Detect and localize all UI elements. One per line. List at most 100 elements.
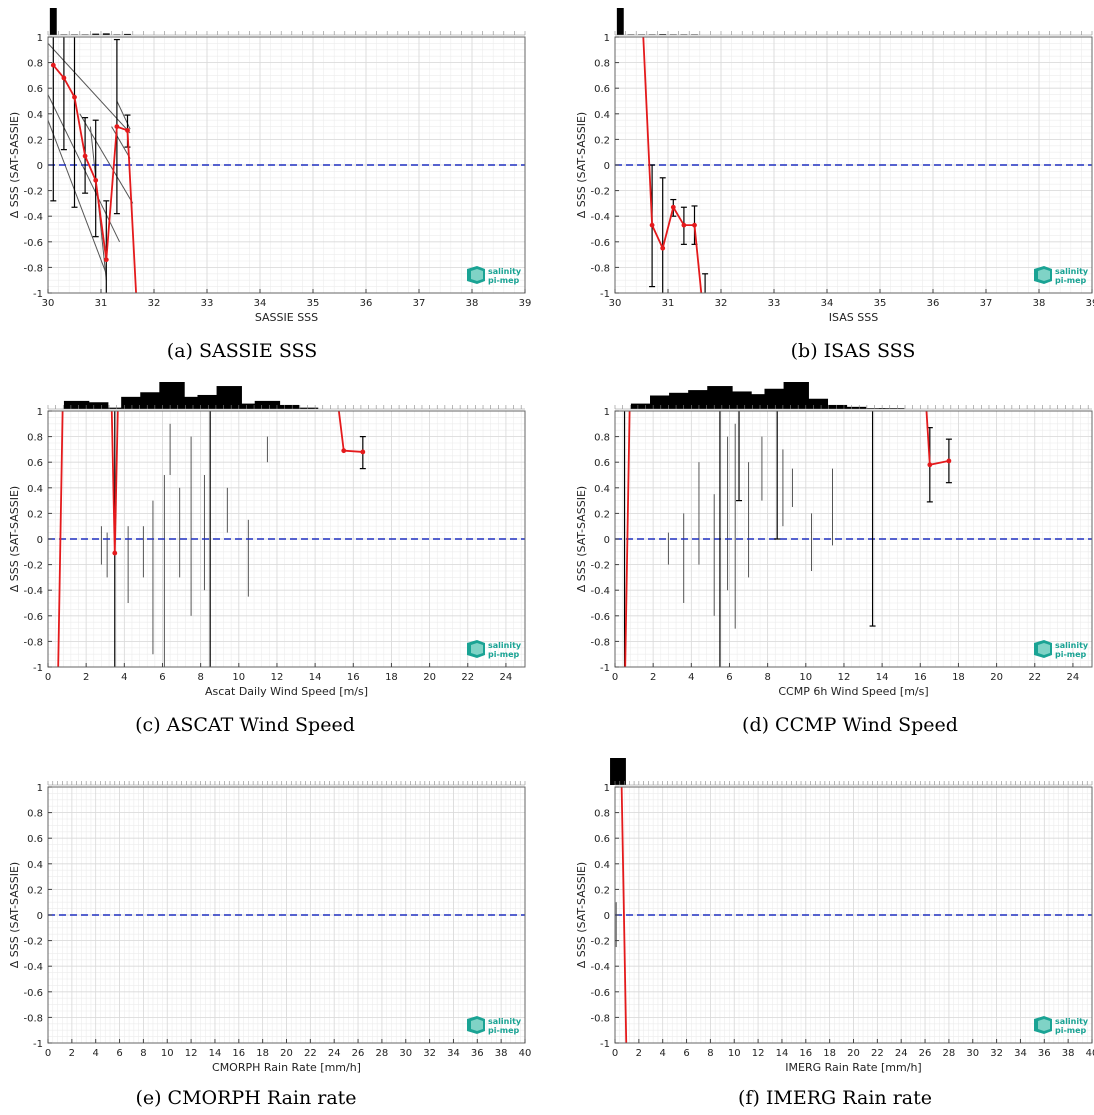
x-tick-label: 38 (466, 298, 479, 309)
mean-point (72, 94, 77, 100)
chart-panel-e: 0 2 4 6 8 10 12 14 16 18 20 22 24 26 28 30 32 34 36 38 40-1-… (8, 781, 531, 1109)
x-tick-label: 2 (650, 672, 656, 683)
chart-panel-d: 0 2 4 6 8 10 12 14 16 18 20 22 24-1-0.8-0.6-0.4-0.20… (575, 370, 1093, 736)
y-tick-label: 0 (604, 911, 610, 922)
y-tick-label: 0.8 (27, 59, 43, 70)
histogram-bar (92, 33, 100, 35)
x-tick-label: 40 (519, 1048, 532, 1059)
x-axis-label: ISAS SSS (829, 311, 878, 324)
histogram-bar (802, 398, 829, 409)
logo-icon-inner (1038, 1019, 1050, 1031)
y-axis-label: Δ SSS (SAT-SASSIE) (8, 486, 21, 592)
y-tick-label: 1 (37, 33, 43, 44)
mean-point (112, 550, 118, 556)
mean-point (116, 370, 121, 375)
x-tick-label: 22 (461, 672, 474, 683)
y-tick-label: -1 (33, 289, 43, 300)
histogram-bar (102, 33, 110, 35)
chart-panel-a: 30 31 32 33 34 35 36 37 38 39 -1 -0.8 -0.6 -0.4 -0.2 0 0… (8, 8, 531, 362)
logo-text-pimep: pi-mep (1055, 276, 1087, 285)
y-tick-label: -0.8 (23, 263, 43, 274)
x-tick-label: 2 (636, 1048, 642, 1059)
mean-point (341, 448, 347, 454)
y-axis: -1 -0.8 -0.6 -0.4 -0.2 0 0.2 0.4 0.6 0.8 1 (590, 783, 619, 1050)
y-tick-label: 0.4 (594, 860, 610, 871)
logo-icon-inner (1038, 643, 1050, 655)
histogram-bar (650, 395, 676, 409)
histogram-bar (273, 404, 300, 409)
y-tick-label: 0.4 (27, 860, 43, 871)
logo-icon-inner (471, 1019, 483, 1031)
x-tick-label: 36 (927, 298, 940, 309)
x-tick-label: 6 (683, 1048, 689, 1059)
x-tick-label: 4 (93, 1048, 99, 1059)
y-tick-label: -0.4 (23, 586, 43, 597)
mean-point (125, 128, 130, 133)
mean-line (57, 411, 119, 667)
mean-point (660, 245, 666, 251)
y-tick-label: -0.8 (23, 1013, 43, 1024)
x-tick-label: 14 (309, 672, 322, 683)
x-tick-label: 10 (728, 1048, 741, 1059)
chart-panel-b: 30 31 32 33 34 35 36 37 38 39 -1 -0.8 -0.6 -0.4 -0.2 0 0… (575, 0, 1094, 362)
x-tick-label: 38 (1062, 1048, 1075, 1059)
x-tick-label: 26 (919, 1048, 932, 1059)
x-tick-label: 8 (197, 672, 203, 683)
x-tick-label: 34 (254, 298, 267, 309)
histogram-bar (83, 402, 109, 409)
histogram-bar (630, 403, 657, 409)
histogram-bar (669, 392, 695, 409)
histogram-bar (49, 8, 57, 35)
scatter-trace (79, 113, 134, 204)
x-tick-label: 24 (328, 1048, 341, 1059)
mean-point (628, 370, 633, 375)
y-tick-label: -1 (600, 663, 610, 674)
x-tick-label: 2 (83, 672, 89, 683)
mean-point (619, 746, 624, 751)
mean-series (619, 746, 628, 1043)
x-tick-label: 34 (447, 1048, 460, 1059)
x-tick-label: 20 (847, 1048, 860, 1059)
x-tick-label: 35 (307, 298, 320, 309)
x-tick-label: 10 (799, 672, 812, 683)
y-tick-label: 0.2 (594, 509, 610, 520)
x-axis: 0 2 4 6 8 10 12 14 16 18 20 22 24 (612, 663, 1079, 683)
histogram-bar (124, 33, 131, 35)
histogram-bar (235, 403, 262, 409)
histogram-bar (197, 394, 223, 409)
x-axis-label: IMERG Rain Rate [mm/h] (785, 1061, 921, 1074)
x-tick-label: 36 (360, 298, 373, 309)
histogram (630, 382, 905, 409)
x-tick-label: 22 (304, 1048, 317, 1059)
x-tick-label: 0 (45, 672, 51, 683)
y-axis-label: Δ SSS (SAT-SASSIE) (8, 112, 21, 218)
histogram-bar (764, 388, 790, 409)
mean-point (639, 0, 644, 1)
x-tick-label: 32 (990, 1048, 1003, 1059)
logo-text-salinity: salinity (488, 1017, 522, 1026)
x-tick-label: 18 (256, 1048, 269, 1059)
y-tick-label: 0.2 (594, 885, 610, 896)
mean-point (922, 370, 927, 375)
y-axis: -1 -0.8 -0.6 -0.4 -0.2 0 0.2 0.4 0.6 0.8 1 (23, 33, 52, 300)
y-axis: -1 -0.8 -0.6 -0.4 -0.2 0 0.2 0.4 0.6 0.8 1 (590, 407, 619, 674)
mean-point (50, 62, 56, 68)
x-tick-label: 30 (966, 1048, 979, 1059)
logo-text-pimep: pi-mep (488, 276, 520, 285)
histogram-bar (659, 34, 667, 35)
y-tick-label: 1 (604, 783, 610, 794)
panel-caption: (b) ISAS SSS (791, 340, 916, 362)
x-tick-label: 6 (116, 1048, 122, 1059)
x-axis: 30 31 32 33 34 35 36 37 38 39 (42, 289, 531, 309)
x-tick-label: 32 (148, 298, 161, 309)
mean-point (55, 703, 60, 708)
logo-text-salinity: salinity (1055, 1017, 1089, 1026)
mean-point (61, 370, 66, 375)
y-axis: -1 -0.8 -0.6 -0.4 -0.2 0 0.2 0.4 0.6 0.8 1 (590, 33, 619, 300)
histogram-bar (292, 407, 319, 409)
y-tick-label: -0.4 (590, 212, 610, 223)
